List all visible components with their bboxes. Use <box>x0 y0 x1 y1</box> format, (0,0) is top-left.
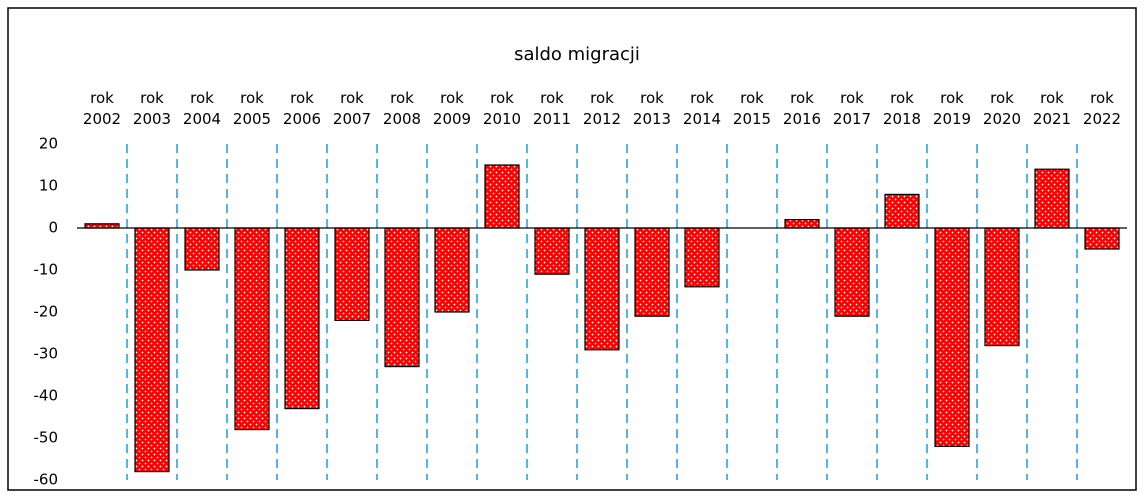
bar <box>684 227 720 288</box>
bar <box>784 219 820 229</box>
x-tick-label: rok 2005 <box>232 89 272 128</box>
x-tick-label: rok 2007 <box>332 89 372 128</box>
x-tick-label: rok 2018 <box>882 89 922 128</box>
x-tick-label: rok 2008 <box>382 89 422 128</box>
x-tick-label: rok 2003 <box>132 89 172 128</box>
y-tick-label: -10 <box>34 261 59 279</box>
bar <box>334 227 370 322</box>
bar <box>934 227 970 447</box>
bar <box>834 227 870 317</box>
y-tick-label: 20 <box>39 135 58 153</box>
x-tick-label: rok 2019 <box>932 89 972 128</box>
y-tick-label: 10 <box>39 177 58 195</box>
chart-title: saldo migracji <box>514 44 640 65</box>
bar <box>84 223 120 229</box>
x-tick-label: rok 2015 <box>732 89 772 128</box>
x-tick-label: rok 2010 <box>482 89 522 128</box>
bar <box>184 227 220 271</box>
x-tick-label: rok 2017 <box>832 89 872 128</box>
x-tick-label: rok 2014 <box>682 89 722 128</box>
bar <box>584 227 620 351</box>
bar <box>984 227 1020 347</box>
x-tick-label: rok 2016 <box>782 89 822 128</box>
bar <box>284 227 320 410</box>
x-tick-label: rok 2013 <box>632 89 672 128</box>
bar <box>484 164 520 229</box>
x-tick-label: rok 2006 <box>282 89 322 128</box>
x-tick-label: rok 2012 <box>582 89 622 128</box>
frame <box>7 7 1137 491</box>
y-tick-label: 0 <box>48 219 58 237</box>
bar <box>534 227 570 275</box>
y-tick-label: -50 <box>34 429 59 447</box>
y-tick-label: -20 <box>34 303 59 321</box>
bar <box>234 227 270 431</box>
x-tick-label: rok 2021 <box>1032 89 1072 128</box>
bar <box>1034 168 1070 229</box>
y-tick-label: -60 <box>34 471 59 489</box>
x-tick-label: rok 2011 <box>532 89 572 128</box>
bar <box>884 193 920 229</box>
x-tick-label: rok 2022 <box>1082 89 1122 128</box>
x-tick-label: rok 2004 <box>182 89 222 128</box>
bar <box>434 227 470 313</box>
x-tick-label: rok 2020 <box>982 89 1022 128</box>
y-tick-label: -30 <box>34 345 59 363</box>
bar <box>134 227 170 473</box>
bar <box>384 227 420 368</box>
x-tick-label: rok 2002 <box>82 89 122 128</box>
bar <box>634 227 670 317</box>
bar <box>1084 227 1120 250</box>
y-tick-label: -40 <box>34 387 59 405</box>
x-tick-label: rok 2009 <box>432 89 472 128</box>
